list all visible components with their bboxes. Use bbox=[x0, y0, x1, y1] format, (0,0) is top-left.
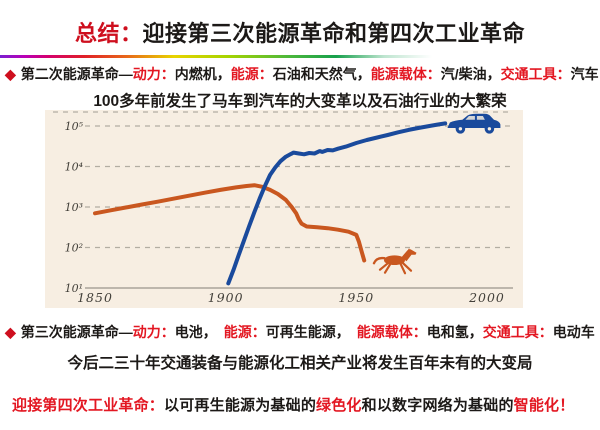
text-segment: 智能化！ bbox=[513, 397, 575, 414]
text-segment: 石油和天然气， bbox=[272, 66, 371, 82]
text-segment: 和以数字网络为基础的 bbox=[361, 397, 514, 414]
y-axis-tick: 10³ bbox=[65, 201, 83, 214]
text-segment: 电池， bbox=[174, 324, 224, 340]
bullet-second-text: 第二次能源革命—动力：内燃机，能源：石油和天然气，能源载体：汽/柴油，交通工具：… bbox=[21, 66, 599, 82]
text-segment: 以可再生能源为基础的 bbox=[164, 397, 317, 414]
text-segment: 第二次能源革命— bbox=[20, 66, 133, 82]
text-segment: 绿色化 bbox=[316, 397, 362, 414]
y-axis-tick: 10⁵ bbox=[65, 120, 84, 133]
text-segment: 迎接第三次能源革命和第四次工业革命 bbox=[142, 21, 526, 46]
y-axis-tick: 10⁴ bbox=[65, 161, 83, 174]
x-axis-tick: 1850 bbox=[77, 290, 113, 305]
transition-chart-panel: 10⁵ 10⁴ 10³ 10² 10¹ 1850 1900 1950 2000 bbox=[45, 110, 523, 308]
bullet-third-text: 第三次能源革命—动力：电池， 能源：可再生能源， 能源载体：电和氢，交通工具：电… bbox=[21, 324, 595, 340]
x-axis-tick: 1900 bbox=[208, 290, 244, 305]
horse-icon bbox=[372, 246, 418, 275]
cars-line bbox=[226, 121, 448, 286]
diamond-bullet-icon: ◆ bbox=[5, 66, 16, 82]
text-segment: 电动车 bbox=[552, 324, 595, 340]
text-segment: 交通工具： bbox=[482, 324, 553, 340]
text-segment: 电和氢， bbox=[426, 324, 483, 340]
text-segment: 动力： bbox=[132, 324, 175, 340]
text-segment: 汽/柴油， bbox=[440, 66, 501, 82]
text-segment: 动力： bbox=[132, 66, 175, 82]
subtitle-third: 今后二三十年交通装备与能源化工相关产业将发生百年未有的大变局 bbox=[67, 355, 533, 372]
car-icon bbox=[447, 113, 501, 134]
footer-fourth-revolution: 迎接第四次工业革命：以可再生能源为基础的绿色化和以数字网络为基础的智能化！ bbox=[12, 394, 574, 415]
diamond-bullet-icon: ◆ bbox=[5, 324, 16, 340]
gridlines bbox=[53, 111, 513, 289]
subtitle-second: 100多年前发生了马车到汽车的大变革以及石油行业的大繁荣 bbox=[93, 93, 507, 110]
y-axis-tick: 10² bbox=[65, 242, 83, 255]
y-axis-tick: 10¹ bbox=[65, 282, 83, 295]
text-segment: 第三次能源革命— bbox=[20, 324, 133, 340]
text-segment: 迎接第四次工业革命： bbox=[12, 397, 165, 414]
text-segment: 汽车 bbox=[570, 66, 599, 82]
rainbow-divider bbox=[0, 55, 600, 58]
x-axis-tick: 2000 bbox=[468, 290, 505, 305]
text-segment: 总结： bbox=[74, 21, 143, 46]
text-segment: 能源载体： bbox=[356, 324, 427, 340]
text-segment: 内燃机， bbox=[174, 66, 231, 82]
text-segment: 能源： bbox=[230, 66, 273, 82]
text-segment: 可再生能源， bbox=[265, 324, 357, 340]
bullet-second-energy-revolution: ◆ 第二次能源革命—动力：内燃机，能源：石油和天然气，能源载体：汽/柴油，交通工具… bbox=[5, 64, 599, 84]
bullet-third-energy-revolution: ◆ 第三次能源革命—动力：电池， 能源：可再生能源， 能源载体：电和氢，交通工具：… bbox=[5, 322, 595, 342]
text-segment: 交通工具： bbox=[500, 66, 571, 82]
text-segment: 能源： bbox=[223, 324, 266, 340]
text-segment: 能源载体： bbox=[370, 66, 441, 82]
horses-line bbox=[93, 183, 367, 263]
slide-title: 总结：迎接第三次能源革命和第四次工业革命 bbox=[0, 16, 600, 48]
x-axis-tick: 1950 bbox=[338, 290, 374, 305]
